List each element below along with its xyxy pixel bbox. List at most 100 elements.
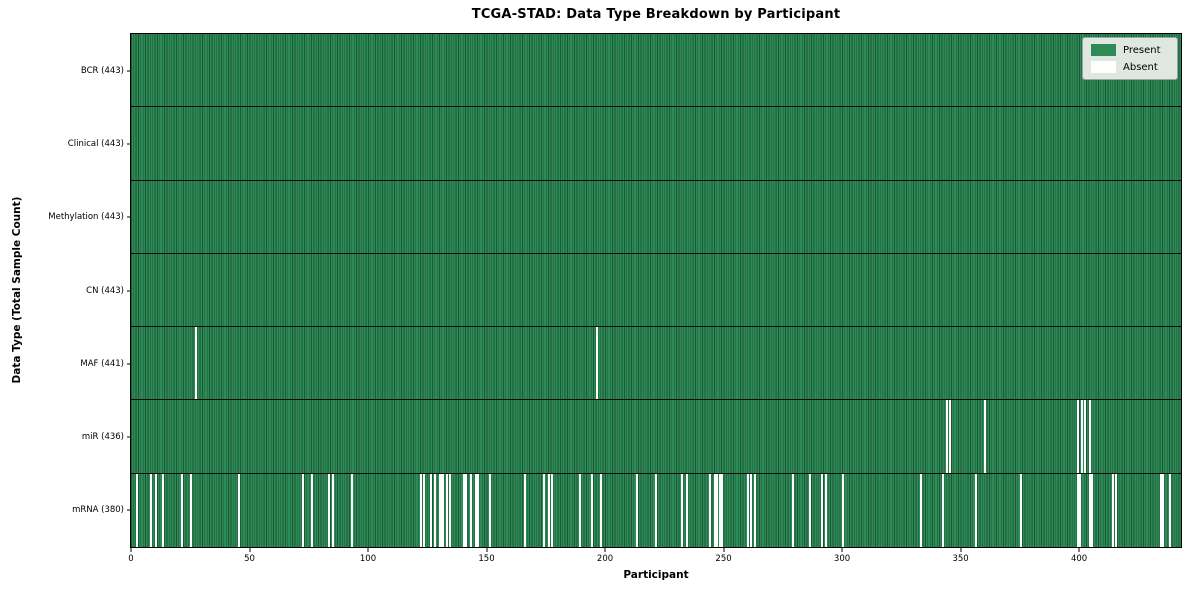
absent-cell-mRNA-356: [974, 473, 977, 547]
absent-cell-miR-401: [1081, 400, 1084, 473]
heatmap-row-Methylation: [131, 180, 1181, 254]
absent-cell-mRNA-291: [820, 473, 823, 547]
absent-cell-mRNA-400: [1079, 473, 1082, 547]
absent-cell-mRNA-248: [718, 473, 721, 547]
x-tick-label-400: 400: [1070, 554, 1088, 564]
legend-swatch-present-icon: [1091, 44, 1116, 56]
y-tick-mark: [127, 216, 131, 218]
chart-title: TCGA-STAD: Data Type Breakdown by Partic…: [471, 7, 841, 22]
absent-cell-mRNA-166: [524, 473, 527, 547]
absent-cell-mRNA-93: [351, 473, 354, 547]
absent-cell-mRNA-10: [154, 473, 157, 547]
absent-cell-mRNA-234: [685, 473, 688, 547]
absent-cell-mRNA-177: [550, 473, 553, 547]
absent-cell-mRNA-414: [1112, 473, 1115, 547]
absent-cell-mRNA-263: [754, 473, 757, 547]
absent-cell-mRNA-435: [1162, 473, 1165, 547]
absent-cell-mRNA-404: [1088, 473, 1091, 547]
heatmap-row-mRNA: [131, 473, 1181, 547]
absent-cell-mRNA-2: [135, 473, 138, 547]
y-tick-label-mRNA: mRNA (380): [72, 505, 124, 516]
x-tick-mark: [1078, 548, 1080, 552]
absent-cell-miR-399: [1076, 400, 1079, 473]
absent-cell-mRNA-176: [548, 473, 551, 547]
heatmap-row-MAF: [131, 327, 1181, 401]
heatmap-row-BCR: [131, 34, 1181, 108]
x-tick-label-150: 150: [478, 554, 495, 564]
absent-cell-mRNA-25: [190, 473, 193, 547]
absent-cell-mRNA-375: [1019, 473, 1022, 547]
absent-cell-mRNA-249: [721, 473, 724, 547]
heatmap-row-miR: [131, 400, 1181, 474]
absent-cell-mRNA-279: [792, 473, 795, 547]
y-tick-mark: [127, 143, 131, 145]
x-tick-mark: [130, 548, 132, 552]
absent-cell-mRNA-261: [749, 473, 752, 547]
x-tick-label-200: 200: [596, 554, 614, 564]
y-tick-mark: [127, 363, 131, 365]
x-tick-mark: [249, 548, 250, 552]
x-tick-mark: [960, 548, 962, 552]
absent-cell-mRNA-438: [1169, 473, 1172, 547]
x-tick-mark: [723, 548, 725, 552]
x-tick-mark: [604, 548, 606, 552]
legend-swatch-absent-icon: [1091, 61, 1116, 73]
absent-cell-mRNA-434: [1159, 473, 1162, 547]
absent-cell-mRNA-45: [237, 473, 240, 547]
absent-cell-mRNA-260: [747, 473, 750, 547]
absent-cell-mRNA-128: [434, 473, 437, 547]
x-tick-label-350: 350: [952, 554, 969, 564]
absent-cell-mRNA-415: [1114, 473, 1117, 547]
absent-cell-mRNA-134: [448, 473, 451, 547]
absent-cell-mRNA-141: [465, 473, 468, 547]
legend: Present Absent: [1082, 37, 1178, 80]
absent-cell-mRNA-300: [842, 473, 845, 547]
y-tick-mark: [127, 509, 131, 511]
absent-cell-MAF-196: [595, 327, 598, 400]
y-tick-mark: [127, 436, 131, 438]
absent-cell-mRNA-198: [600, 473, 603, 547]
absent-cell-mRNA-244: [709, 473, 712, 547]
legend-label-present: Present: [1123, 44, 1161, 56]
absent-cell-mRNA-123: [422, 473, 425, 547]
absent-cell-mRNA-76: [311, 473, 314, 547]
absent-cell-mRNA-143: [469, 473, 472, 547]
plot-area: [130, 33, 1182, 548]
absent-cell-mRNA-83: [327, 473, 330, 547]
absent-cell-mRNA-130: [439, 473, 442, 547]
absent-cell-mRNA-194: [590, 473, 593, 547]
absent-cell-mRNA-146: [477, 473, 480, 547]
absent-cell-miR-345: [948, 400, 951, 473]
absent-cell-miR-360: [984, 400, 987, 473]
y-tick-label-Clinical: Clinical (443): [67, 138, 124, 149]
x-tick-label-250: 250: [715, 554, 732, 564]
absent-cell-mRNA-189: [578, 473, 581, 547]
absent-cell-mRNA-342: [941, 473, 944, 547]
absent-cell-mRNA-13: [161, 473, 164, 547]
absent-cell-mRNA-247: [716, 473, 719, 547]
y-tick-label-Methylation: Methylation (443): [48, 212, 124, 223]
absent-cell-mRNA-140: [462, 473, 465, 547]
absent-cell-mRNA-21: [180, 473, 183, 547]
absent-cell-mRNA-126: [429, 473, 432, 547]
absent-cell-mRNA-131: [441, 473, 444, 547]
absent-cell-mRNA-151: [488, 473, 491, 547]
absent-cell-mRNA-174: [543, 473, 546, 547]
absent-cell-mRNA-133: [446, 473, 449, 547]
absent-cell-miR-344: [946, 400, 949, 473]
absent-cell-mRNA-72: [301, 473, 304, 547]
x-tick-label-50: 50: [244, 554, 255, 564]
absent-cell-mRNA-8: [149, 473, 152, 547]
legend-item-absent: Absent: [1091, 61, 1169, 73]
y-tick-label-BCR: BCR (443): [80, 65, 124, 76]
heatmap-row-Clinical: [131, 107, 1181, 181]
x-tick-label-0: 0: [128, 554, 134, 564]
absent-cell-mRNA-221: [654, 473, 657, 547]
y-tick-mark: [127, 70, 131, 72]
legend-item-present: Present: [1091, 44, 1169, 56]
absent-cell-MAF-27: [194, 327, 197, 400]
x-tick-label-100: 100: [359, 554, 377, 564]
x-tick-mark: [486, 548, 488, 552]
y-tick-label-MAF: MAF (441): [80, 358, 124, 369]
